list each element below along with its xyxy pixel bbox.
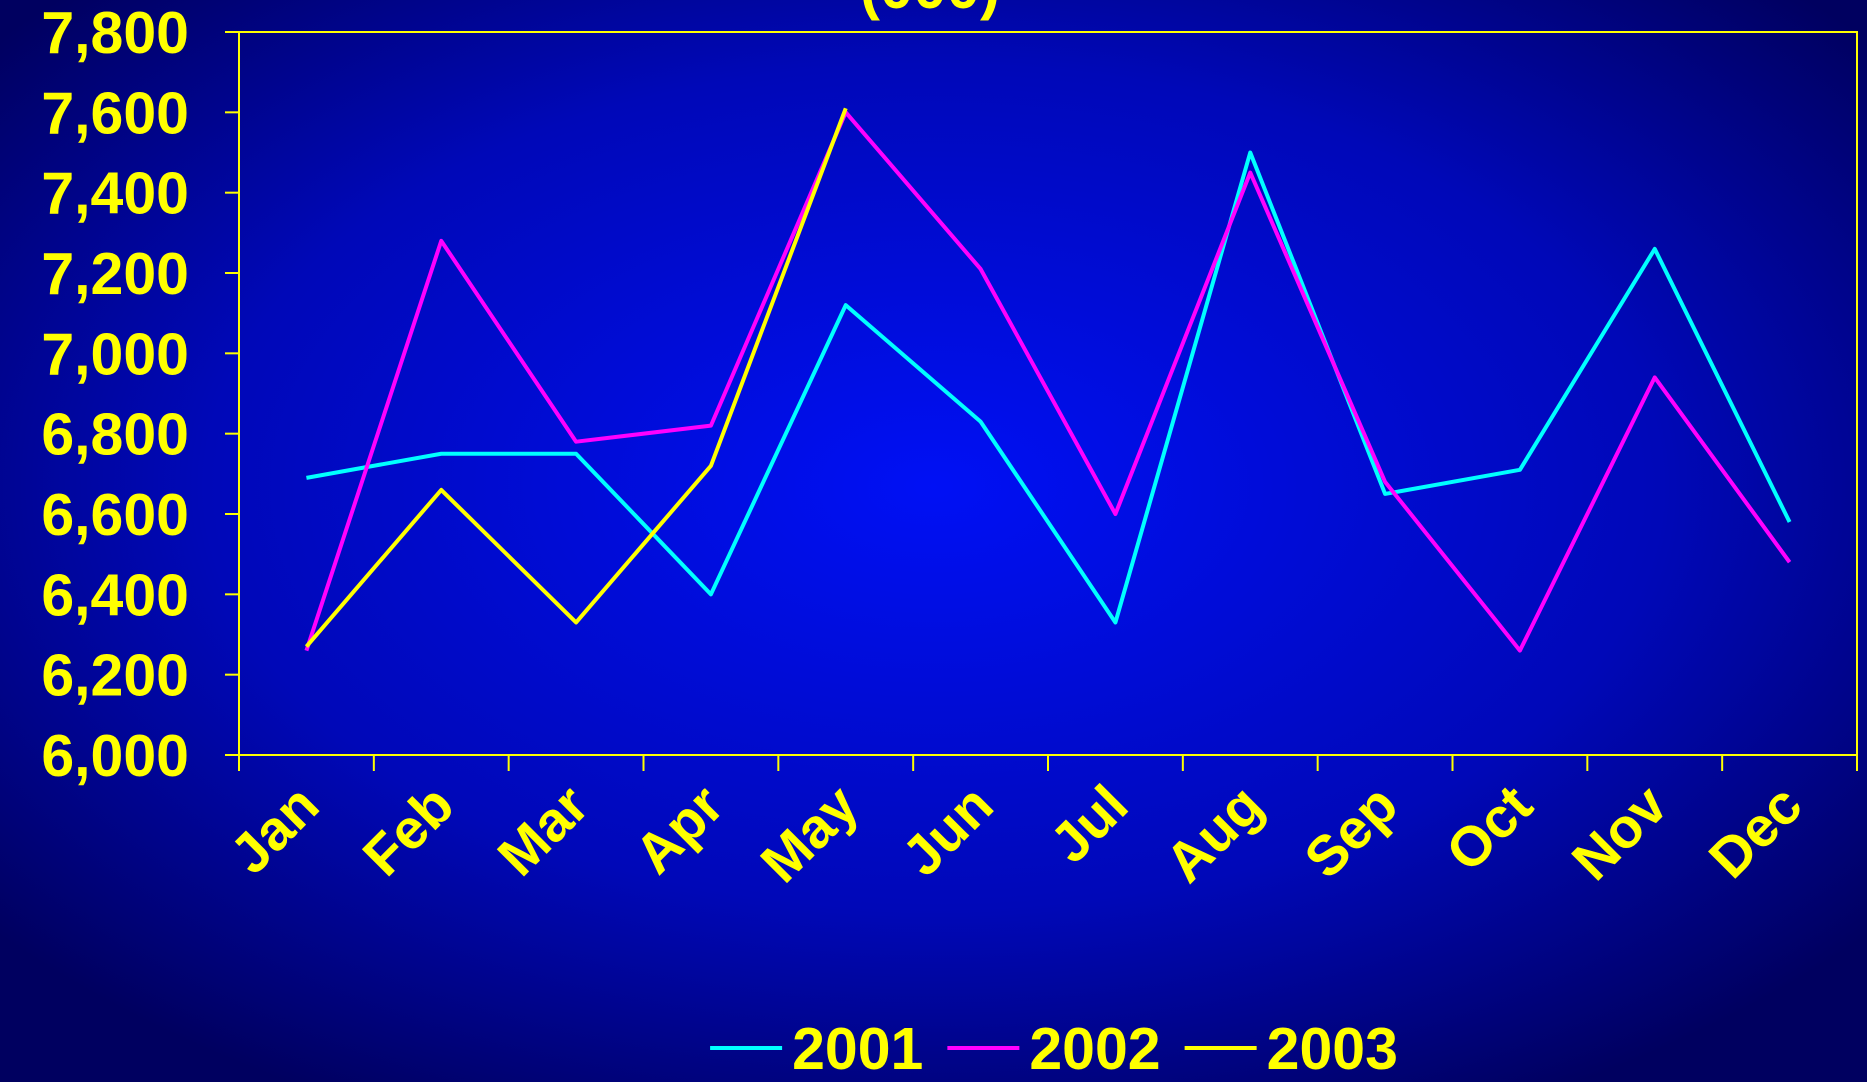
series-line <box>304 107 848 648</box>
chart-title: (000) <box>860 0 1000 21</box>
legend-label: 2001 <box>792 1016 923 1082</box>
y-tick-label: 6,400 <box>41 562 189 628</box>
y-tick-label: 7,200 <box>41 241 189 307</box>
y-tick-label: 6,600 <box>41 482 189 548</box>
series-line <box>306 150 1792 625</box>
legend-label: 2002 <box>1029 1016 1160 1082</box>
y-tick-label: 6,800 <box>41 402 189 468</box>
series-line <box>304 110 1792 653</box>
y-tick-label: 6,200 <box>41 643 189 709</box>
legend-label: 2003 <box>1267 1016 1398 1082</box>
y-tick-label: 7,600 <box>41 80 189 146</box>
y-tick-label: 7,400 <box>41 161 189 227</box>
y-tick-label: 7,800 <box>41 0 189 66</box>
y-tick-label: 6,000 <box>41 723 189 789</box>
y-tick-label: 7,000 <box>41 321 189 387</box>
